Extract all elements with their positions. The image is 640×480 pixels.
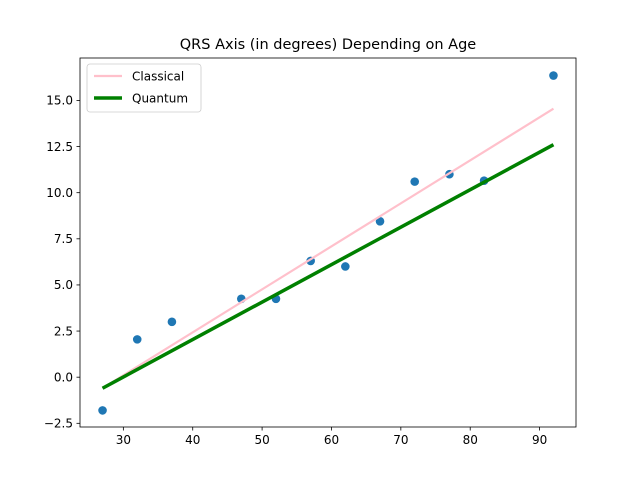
data-point	[167, 317, 177, 327]
chart-title: QRS Axis (in degrees) Depending on Age	[180, 37, 477, 53]
x-tick-label: 30	[116, 433, 131, 447]
y-tick-label: 12.5	[46, 140, 73, 154]
series-line-classical	[101, 107, 555, 390]
y-tick-label: −2.5	[44, 417, 73, 431]
y-tick-label: 5.0	[54, 278, 73, 292]
legend-label-classical: Classical	[132, 69, 184, 83]
data-point	[132, 335, 142, 344]
legend: Classical Quantum	[86, 63, 202, 113]
x-tick-label: 70	[393, 433, 408, 447]
series-line-quantum	[101, 143, 555, 390]
data-point	[98, 406, 107, 415]
y-tick-label: 15.0	[46, 94, 73, 108]
y-tick-label: 10.0	[46, 186, 73, 200]
x-tick-label: 40	[185, 433, 200, 447]
y-tick-label: 0.0	[54, 370, 73, 384]
y-tick-label: 2.5	[54, 324, 73, 338]
data-point	[410, 177, 420, 186]
x-tick-label: 90	[532, 433, 547, 447]
data-point	[549, 71, 558, 80]
y-tick-label: 7.5	[54, 232, 73, 246]
x-tick-label: 80	[463, 433, 478, 447]
x-tick-label: 50	[254, 433, 269, 447]
x-tick-label: 60	[324, 433, 339, 447]
data-point	[375, 216, 385, 226]
legend-label-quantum: Quantum	[132, 91, 188, 105]
data-point	[341, 262, 350, 271]
axes-frame	[79, 57, 577, 428]
plot-area: 30 40 50 60 70 80 90 −2.5 0.0 2.5 5.0 7.5 10.0 12.5 15…	[44, 57, 577, 447]
